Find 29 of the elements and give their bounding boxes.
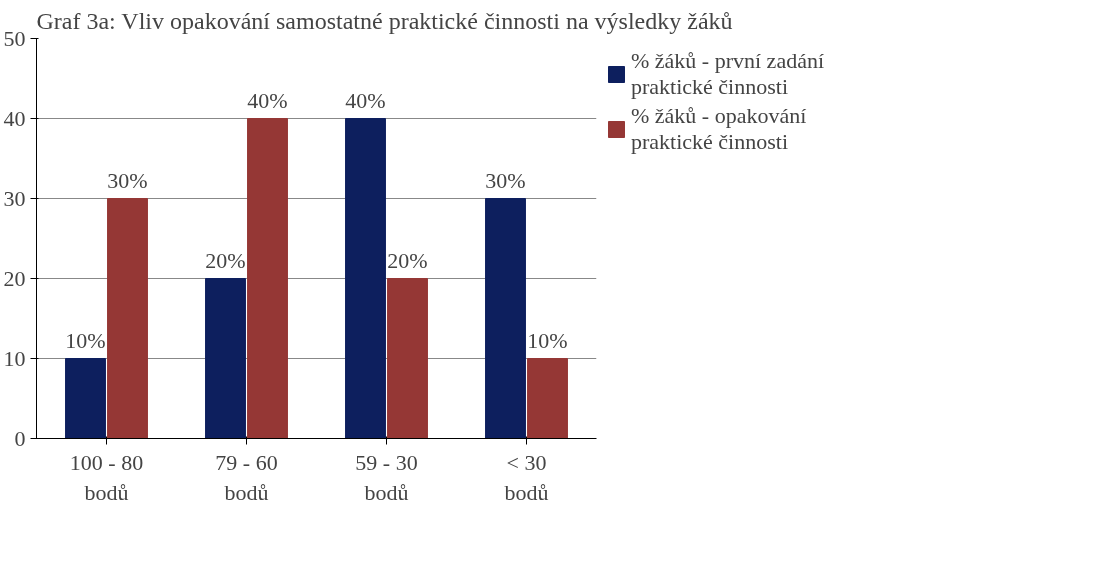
data-label: 30% — [107, 167, 148, 193]
x-tick-label: 79 - 60 bodů — [215, 449, 278, 505]
data-label: 10% — [527, 327, 568, 353]
data-label: 30% — [485, 167, 526, 193]
bar — [485, 198, 526, 439]
x-tick-label: 59 - 30 bodů — [355, 449, 418, 505]
y-tick-label: 30 — [3, 185, 26, 211]
y-tick-label: 10 — [3, 345, 26, 371]
bar — [527, 358, 568, 439]
x-tick-label: < 30 bodů — [504, 449, 549, 505]
bar — [247, 118, 288, 439]
bar — [107, 198, 148, 439]
y-tick-label: 0 — [14, 425, 26, 451]
y-tick-label: 20 — [3, 265, 26, 291]
data-label: 40% — [345, 87, 386, 113]
legend-label: % žáků - opakování praktické činnosti — [631, 103, 807, 155]
y-tick-label: 40 — [3, 105, 26, 131]
bar — [387, 278, 428, 439]
data-label: 40% — [247, 87, 288, 113]
legend-label: % žáků - první zadání praktické činnosti — [631, 48, 825, 100]
data-label: 10% — [65, 327, 106, 353]
chart-title: Graf 3a: Vliv opakování samostatné praktické činnosti na výsledky žáků — [36, 7, 733, 34]
data-label: 20% — [387, 247, 428, 273]
bar — [205, 278, 246, 439]
bar — [65, 358, 106, 439]
bar — [345, 118, 386, 439]
y-tick-label: 50 — [3, 25, 26, 51]
x-tick-label: 100 - 80 bodů — [69, 449, 144, 505]
data-label: 20% — [205, 247, 246, 273]
